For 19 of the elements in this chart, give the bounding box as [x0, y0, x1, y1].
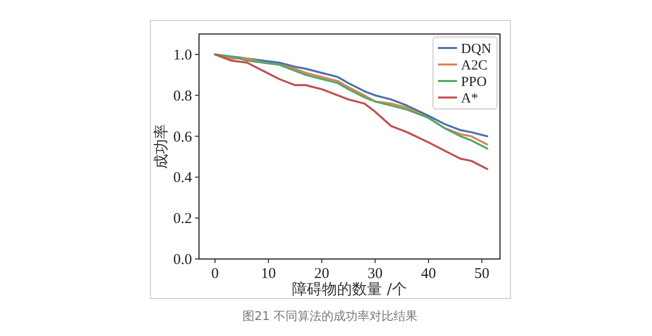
- x-axis-title: 障碍物的数量 /个: [292, 280, 407, 298]
- x-tick-label: 40: [420, 266, 436, 282]
- y-tick-label: 0.8: [173, 88, 192, 104]
- x-tick-label: 20: [314, 266, 330, 282]
- x-tick-label: 10: [260, 266, 276, 282]
- y-axis-title: 成功率: [152, 124, 170, 169]
- caption: 图21 不同算法的成功率对比结果: [242, 309, 418, 323]
- y-tick-label: 0.0: [173, 252, 192, 268]
- y-tick-label: 0.2: [173, 211, 192, 228]
- x-tick-label: 30: [368, 266, 383, 282]
- legend-label: DQN: [461, 42, 492, 57]
- y-tick-label: 0.6: [173, 129, 192, 146]
- x-tick-label: 0: [211, 266, 219, 282]
- legend-label: A*: [461, 92, 478, 106]
- x-tick-label: 50: [474, 266, 490, 282]
- legend-label: A2C: [461, 58, 488, 74]
- y-tick-label: 1.0: [173, 47, 192, 64]
- legend-label: PPO: [461, 75, 487, 90]
- y-tick-label: 0.4: [173, 170, 192, 186]
